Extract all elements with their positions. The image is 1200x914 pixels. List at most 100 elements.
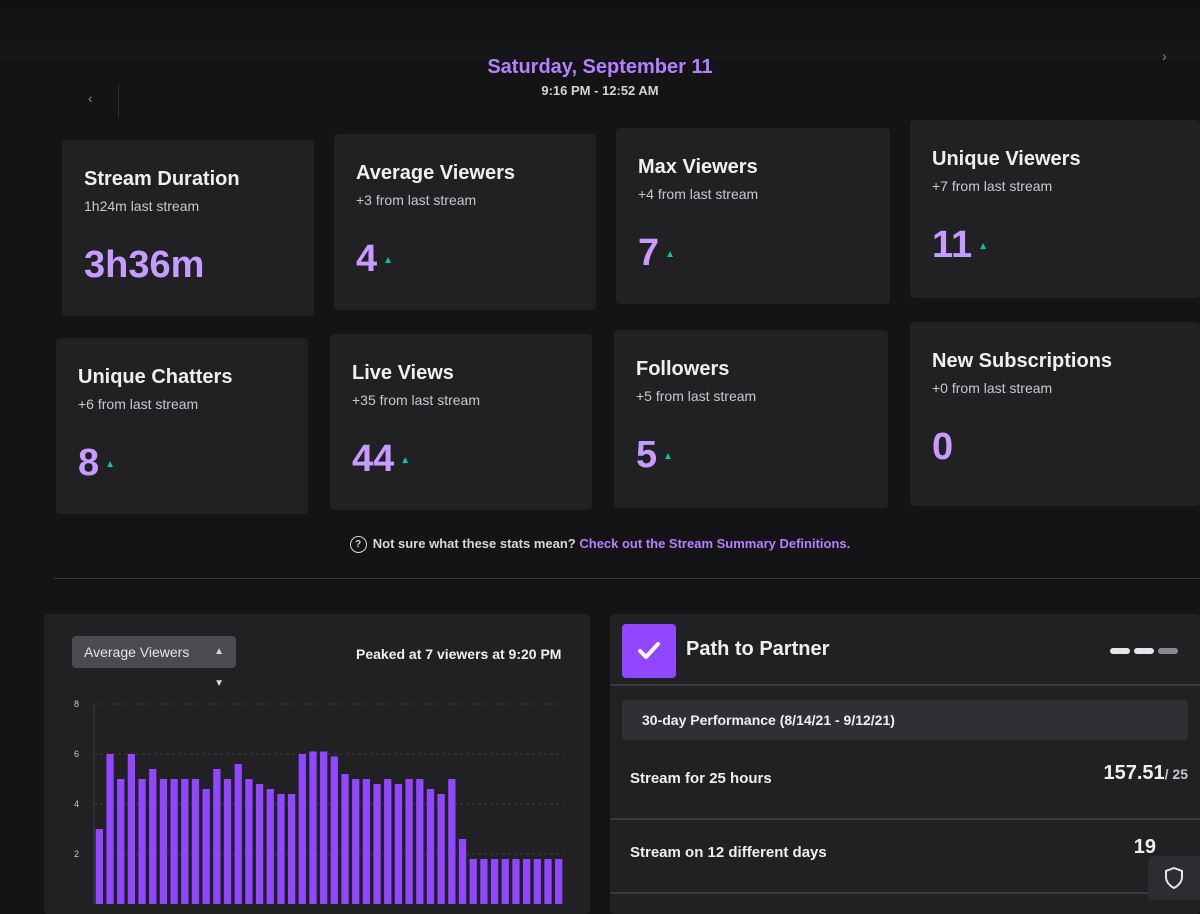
chart-bar[interactable]	[170, 779, 178, 904]
monitor-bezel	[0, 0, 1200, 60]
chart-bar[interactable]	[458, 839, 467, 904]
stat-value: 5 ▲	[636, 434, 674, 476]
chart-bar[interactable]	[330, 756, 338, 905]
stat-subtitle: +7 from last stream	[932, 178, 1053, 194]
shield-icon	[1165, 867, 1183, 889]
chart-bar[interactable]	[522, 859, 531, 904]
chart-bar[interactable]	[159, 779, 168, 904]
chart-bar[interactable]	[320, 751, 328, 905]
chart-bar[interactable]	[127, 754, 136, 904]
carousel-dot[interactable]	[1158, 648, 1178, 654]
chart-bar[interactable]	[213, 769, 221, 904]
chart-bar[interactable]	[309, 751, 317, 905]
stat-card-unique-chatters: Unique Chatters +6 from last stream 8 ▲	[56, 338, 308, 514]
partner-title: Path to Partner	[686, 638, 830, 660]
trend-up-icon: ▲	[978, 241, 989, 253]
stream-date: Saturday, September 11	[487, 56, 713, 78]
chart-bar[interactable]	[362, 779, 371, 904]
stat-card-new-subscriptions: New Subscriptions +0 from last stream 0	[910, 322, 1200, 506]
chart-bar[interactable]	[448, 779, 456, 904]
chart-bar[interactable]	[490, 859, 499, 904]
chart-bar[interactable]	[501, 859, 509, 904]
stat-card-stream-duration: Stream Duration 1h24m last stream 3h36m	[62, 140, 314, 316]
stat-title: Unique Viewers	[932, 148, 1081, 170]
chart-bar[interactable]	[405, 779, 413, 904]
stream-summary-definitions-link[interactable]: Check out the Stream Summary Definitions…	[579, 536, 851, 551]
chart-bar[interactable]	[544, 859, 552, 904]
stat-card-max-viewers: Max Viewers +4 from last stream 7 ▲	[616, 128, 890, 304]
nav-divider	[118, 84, 119, 118]
metric-select[interactable]: Average Viewers ▲ ▼	[72, 636, 236, 689]
chart-bar[interactable]	[266, 789, 274, 904]
goal-value: 19	[1133, 836, 1156, 858]
viewers-chart-panel: Average Viewers ▲ ▼ Peaked at 7 viewers a…	[44, 614, 590, 914]
chart-bar[interactable]	[384, 779, 392, 904]
stat-card-followers: Followers +5 from last stream 5 ▲	[614, 330, 888, 508]
chart-bar[interactable]	[149, 769, 157, 904]
chart-bar[interactable]	[416, 779, 424, 904]
next-stream-button[interactable]: ›	[1162, 48, 1167, 64]
chart-bar[interactable]	[352, 779, 360, 904]
stat-value: 0	[932, 426, 954, 468]
chart-bar[interactable]	[555, 859, 563, 904]
trend-up-icon: ▲	[383, 255, 394, 267]
stat-card-live-views: Live Views +35 from last stream 44 ▲	[330, 334, 592, 510]
stats-help: ? Not sure what these stats mean? Check o…	[0, 536, 1200, 554]
average-viewers-chart: 8 6 4 2	[74, 699, 564, 905]
stat-subtitle: +4 from last stream	[638, 186, 759, 202]
previous-stream-button[interactable]: ‹	[88, 90, 93, 106]
carousel-dot[interactable]	[1134, 648, 1154, 654]
chart-bar[interactable]	[394, 784, 403, 904]
check-icon	[638, 642, 660, 659]
y-tick-label: 2	[74, 849, 79, 859]
chart-bar[interactable]	[373, 784, 381, 904]
chart-bar[interactable]	[277, 794, 285, 904]
chart-bar[interactable]	[512, 859, 520, 904]
help-question: Not sure what these stats mean?	[372, 536, 576, 551]
chart-bar[interactable]	[95, 829, 103, 904]
chart-bar[interactable]	[234, 764, 242, 904]
chart-bar[interactable]	[117, 779, 125, 904]
chart-bar[interactable]	[202, 789, 210, 904]
stat-subtitle: +3 from last stream	[356, 192, 477, 208]
stat-value: 3h36m	[84, 244, 205, 286]
path-to-partner-panel: Path to Partner 30-day Performance (8/14…	[610, 614, 1200, 914]
carousel-dot[interactable]	[1110, 648, 1130, 654]
chart-bar[interactable]	[138, 779, 146, 904]
y-tick-label: 6	[74, 749, 79, 759]
chart-bar[interactable]	[426, 789, 435, 904]
stat-value: 44 ▲	[352, 438, 411, 480]
chart-bar[interactable]	[341, 774, 349, 904]
chart-bar[interactable]	[298, 754, 306, 904]
performance-period: 30-day Performance (8/14/21 - 9/12/21)	[622, 700, 1188, 740]
chart-bar[interactable]	[181, 779, 189, 904]
chart-bar[interactable]	[106, 754, 114, 904]
question-icon: ?	[349, 536, 367, 554]
trend-up-icon: ▲	[665, 249, 676, 261]
stream-date-header: Saturday, September 11 9:16 PM - 12:52 A…	[0, 56, 1200, 98]
goal-label: Stream on 12 different days	[630, 844, 827, 861]
chart-bar[interactable]	[191, 779, 200, 904]
stat-subtitle: 1h24m last stream	[84, 198, 200, 214]
chart-bar[interactable]	[287, 794, 296, 904]
section-divider	[54, 578, 1200, 579]
stat-subtitle: +0 from last stream	[932, 380, 1053, 396]
partner-divider	[610, 684, 1200, 686]
chart-bar[interactable]	[255, 784, 264, 904]
chart-bar[interactable]	[469, 859, 477, 904]
stat-value: 8 ▲	[78, 442, 116, 484]
chart-bar[interactable]	[480, 859, 488, 904]
stream-time-range: 9:16 PM - 12:52 AM	[541, 83, 659, 98]
carousel-dots[interactable]	[1110, 648, 1178, 654]
trend-up-icon: ▲	[400, 455, 411, 467]
chevron-updown-icon: ▲ ▼	[214, 646, 224, 689]
shield-button[interactable]	[1148, 856, 1200, 900]
y-tick-label: 8	[74, 699, 79, 709]
chart-bar[interactable]	[245, 779, 253, 904]
chart-bar[interactable]	[533, 859, 541, 904]
peak-label: Peaked at 7 viewers at 9:20 PM	[356, 646, 562, 662]
stat-subtitle: +6 from last stream	[78, 396, 199, 412]
stat-title: Average Viewers	[356, 162, 515, 184]
chart-bar[interactable]	[223, 779, 232, 904]
chart-bar[interactable]	[437, 794, 445, 904]
